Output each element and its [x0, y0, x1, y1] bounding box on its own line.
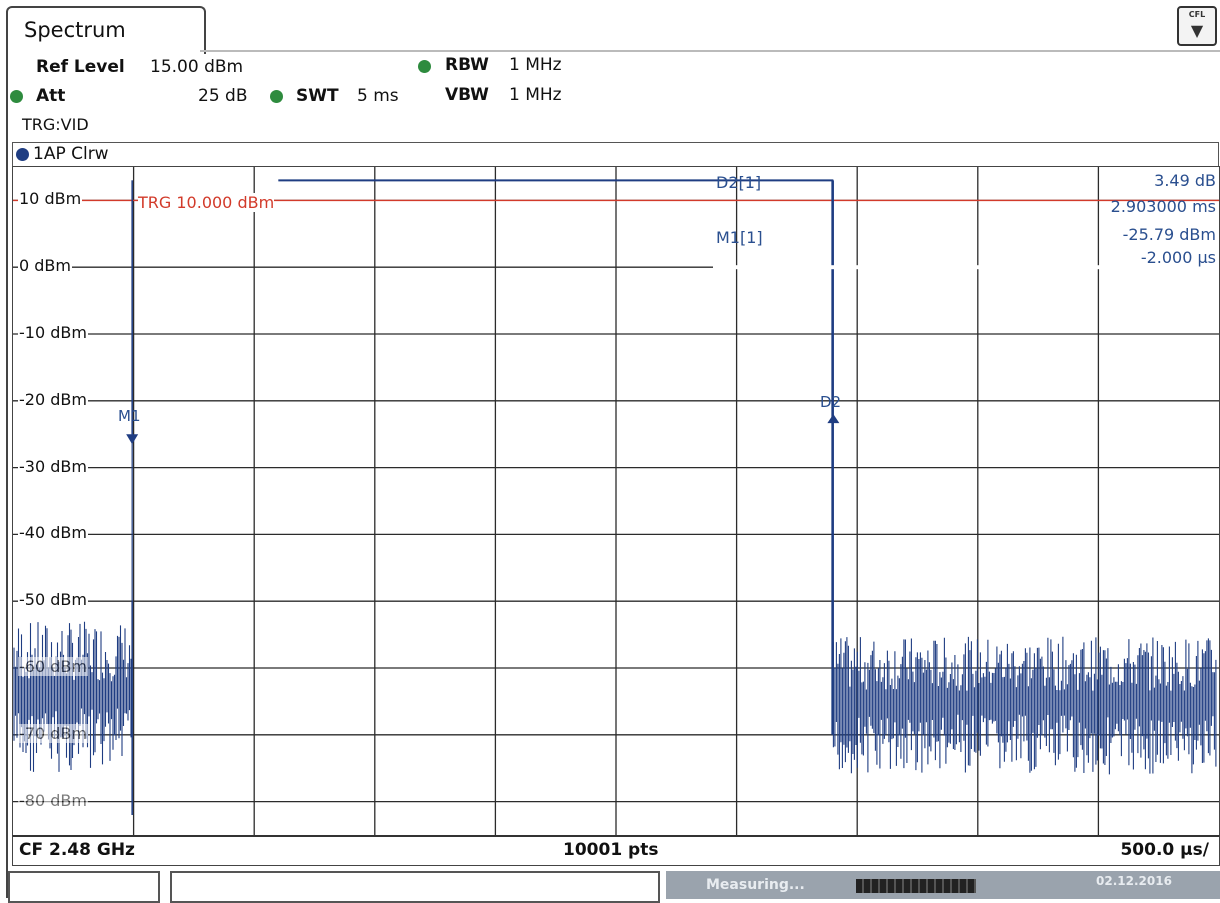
- trigger-source: TRG:VID: [22, 115, 89, 134]
- status-date: 02.12.2016: [1096, 874, 1172, 888]
- tab-divider: [200, 50, 1220, 52]
- att-coupled-indicator: [10, 90, 23, 103]
- sweep-points[interactable]: 10001 pts: [563, 840, 659, 860]
- y-axis-tick-label: -80 dBm: [18, 790, 88, 810]
- measuring-indicator: Measuring... 02.12.2016: [666, 871, 1220, 899]
- vbw-label: VBW: [445, 85, 489, 105]
- measuring-text: Measuring...: [706, 877, 805, 893]
- d2-marker-db: 3.49 dB: [1154, 171, 1216, 190]
- trigger-level-label: TRG 10.000 dBm: [138, 193, 275, 212]
- frame-left-edge: [6, 52, 8, 898]
- d2-marker-time: 2.903000 ms: [1110, 197, 1216, 216]
- burst-plateau: [278, 179, 834, 735]
- m1-marker-triangle: [126, 434, 139, 445]
- rbw-value[interactable]: 1 MHz: [509, 55, 562, 75]
- m1-marker-dbm: -25.79 dBm: [1122, 225, 1216, 244]
- spectrum-chart-svg: [13, 167, 1219, 835]
- rbw-label: RBW: [445, 55, 489, 75]
- y-axis-tick-label: 10 dBm: [18, 189, 83, 209]
- status-bar: Measuring... 02.12.2016: [6, 867, 1220, 903]
- att-label: Att: [36, 86, 66, 106]
- m1-marker-flag[interactable]: M1: [118, 407, 141, 425]
- spectrum-tab-label: Spectrum: [24, 18, 126, 42]
- y-axis-tick-label: 0 dBm: [18, 256, 72, 276]
- rbw-coupled-indicator: [418, 60, 431, 73]
- status-slot-2[interactable]: [170, 871, 660, 903]
- plot-footer: CF 2.48 GHz 10001 pts 500.0 µs/: [12, 835, 1220, 866]
- cfl-text: CFL: [1188, 10, 1206, 19]
- ref-level-value[interactable]: 15.00 dBm: [150, 57, 244, 77]
- trace-header: 1AP Clrw: [12, 142, 1219, 167]
- spectrum-plot[interactable]: [12, 166, 1220, 836]
- d2-marker-triangle: [827, 414, 840, 424]
- noise-before-burst: [13, 621, 132, 772]
- y-axis-tick-label: -50 dBm: [18, 590, 88, 610]
- y-axis-tick-label: -40 dBm: [18, 523, 88, 543]
- time-per-division[interactable]: 500.0 µs/: [1120, 840, 1209, 860]
- swt-coupled-indicator: [270, 90, 283, 103]
- y-axis-tick-label: -60 dBm: [18, 657, 88, 676]
- progress-bar-icon: [856, 879, 976, 893]
- trace-label: 1AP Clrw: [33, 144, 109, 164]
- att-value[interactable]: 25 dB: [198, 86, 248, 106]
- y-axis-tick-label: -30 dBm: [18, 456, 88, 476]
- center-frequency[interactable]: CF 2.48 GHz: [19, 840, 135, 860]
- trace-color-dot: [16, 148, 29, 161]
- spectrum-tab[interactable]: Spectrum: [6, 6, 206, 54]
- y-axis-tick-label: -10 dBm: [18, 323, 88, 342]
- vbw-value[interactable]: 1 MHz: [509, 85, 562, 105]
- d2-marker-flag[interactable]: D2: [820, 393, 842, 411]
- noise-after-burst: [832, 636, 1217, 775]
- triangle-down-icon: ▼: [1190, 21, 1204, 40]
- m1-marker-time: -2.000 µs: [1140, 248, 1216, 267]
- swt-value[interactable]: 5 ms: [357, 86, 399, 106]
- y-axis-tick-label: -70 dBm: [18, 723, 88, 743]
- m1-marker-label[interactable]: M1[1]: [716, 228, 763, 247]
- y-axis-tick-label: -20 dBm: [18, 389, 88, 409]
- d2-marker-label[interactable]: D2[1]: [716, 173, 762, 192]
- status-slot-1[interactable]: [8, 871, 160, 903]
- cfl-badge[interactable]: CFL ▼: [1177, 6, 1217, 46]
- ref-level-label: Ref Level: [36, 57, 125, 77]
- swt-label: SWT: [296, 86, 339, 106]
- readout-mask: [713, 265, 1219, 270]
